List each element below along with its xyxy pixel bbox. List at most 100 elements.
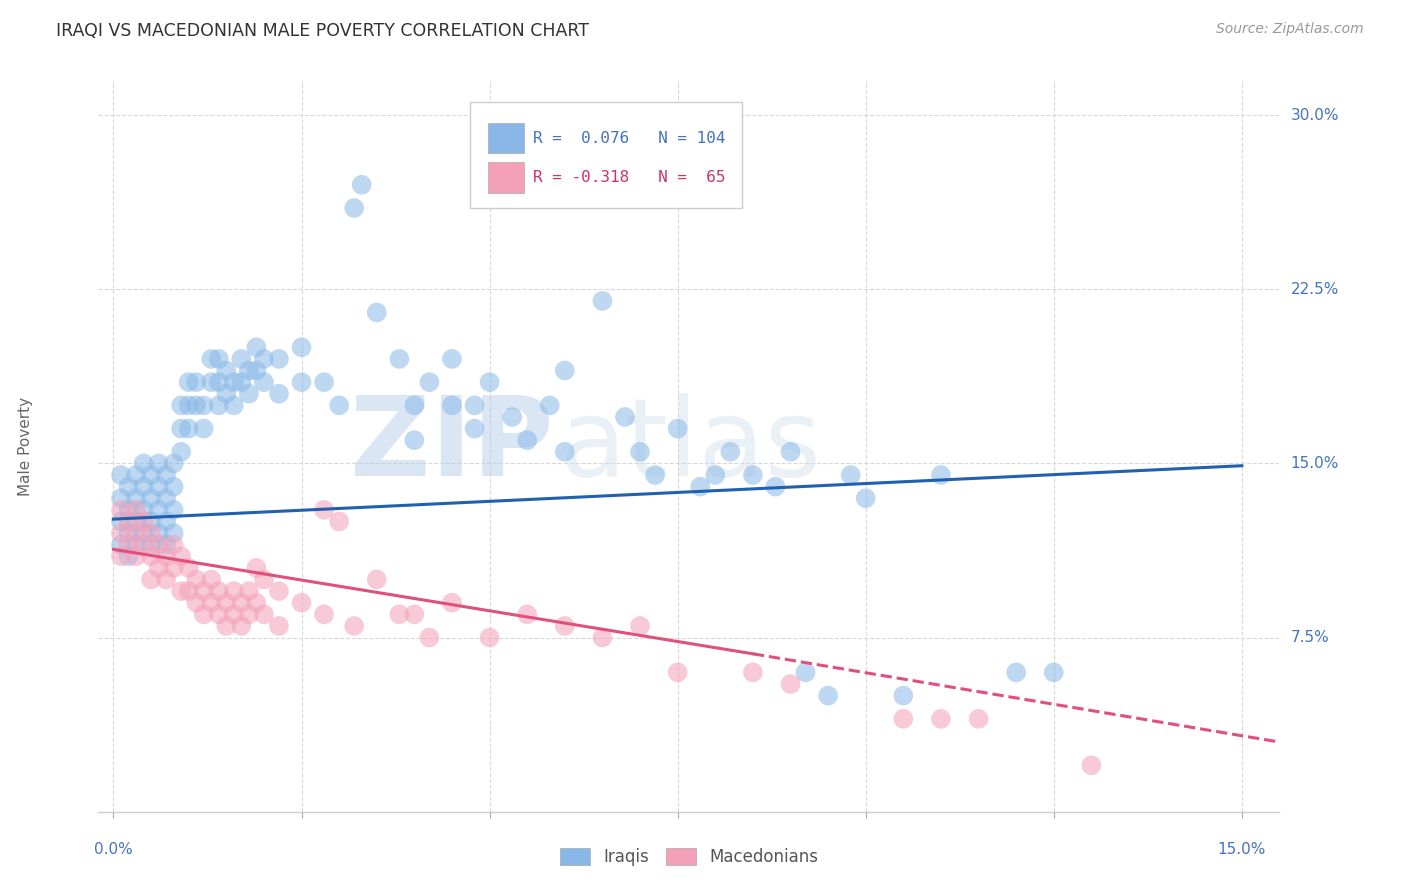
Point — [478, 631, 501, 645]
Point — [155, 515, 177, 529]
Point — [231, 351, 253, 366]
Point — [245, 596, 267, 610]
Point — [1005, 665, 1028, 680]
Text: R =  0.076   N = 104: R = 0.076 N = 104 — [533, 130, 725, 145]
Point — [516, 607, 538, 622]
Point — [215, 619, 238, 633]
Point — [163, 538, 186, 552]
Point — [440, 596, 463, 610]
Point — [125, 526, 148, 541]
Point — [215, 386, 238, 401]
Point — [170, 421, 193, 435]
Point — [418, 631, 440, 645]
Point — [779, 445, 801, 459]
Point — [148, 538, 170, 552]
Point — [464, 398, 486, 412]
Point — [388, 351, 411, 366]
Bar — [488, 162, 523, 193]
Text: ZIP: ZIP — [350, 392, 553, 500]
Point — [222, 398, 245, 412]
Point — [238, 607, 260, 622]
Point — [110, 468, 132, 483]
Point — [208, 375, 231, 389]
Point — [554, 363, 576, 377]
Text: atlas: atlas — [560, 393, 821, 499]
Point — [200, 573, 222, 587]
Point — [139, 515, 162, 529]
Point — [628, 445, 651, 459]
Point — [238, 584, 260, 599]
Point — [779, 677, 801, 691]
Text: 7.5%: 7.5% — [1291, 630, 1329, 645]
Point — [215, 363, 238, 377]
Point — [1080, 758, 1102, 772]
Point — [193, 607, 215, 622]
Point — [155, 573, 177, 587]
Point — [614, 409, 637, 424]
Point — [267, 584, 290, 599]
Point — [117, 515, 139, 529]
Point — [208, 607, 231, 622]
Point — [314, 375, 336, 389]
Point — [238, 363, 260, 377]
Point — [200, 351, 222, 366]
Point — [132, 480, 155, 494]
Point — [125, 538, 148, 552]
Point — [343, 619, 366, 633]
Point — [132, 538, 155, 552]
Point — [177, 398, 200, 412]
Text: 15.0%: 15.0% — [1218, 842, 1265, 857]
Point — [148, 503, 170, 517]
Point — [967, 712, 990, 726]
FancyBboxPatch shape — [471, 103, 742, 209]
Point — [418, 375, 440, 389]
Point — [110, 491, 132, 506]
Point — [148, 526, 170, 541]
Point — [855, 491, 877, 506]
Point — [163, 503, 186, 517]
Point — [222, 607, 245, 622]
Point — [186, 573, 208, 587]
Point — [117, 538, 139, 552]
Point — [222, 375, 245, 389]
Point — [314, 607, 336, 622]
Point — [110, 538, 132, 552]
Point — [628, 619, 651, 633]
Point — [193, 421, 215, 435]
Point — [267, 619, 290, 633]
Point — [388, 607, 411, 622]
Point — [139, 526, 162, 541]
Point — [110, 549, 132, 564]
Point — [186, 375, 208, 389]
Point — [139, 538, 162, 552]
Point — [839, 468, 862, 483]
Point — [110, 503, 132, 517]
Point — [238, 386, 260, 401]
Point — [253, 351, 276, 366]
Point — [538, 398, 561, 412]
Point — [186, 398, 208, 412]
Point — [163, 561, 186, 575]
Point — [170, 584, 193, 599]
Point — [200, 596, 222, 610]
Point — [929, 712, 952, 726]
Point — [591, 293, 613, 308]
Point — [110, 526, 132, 541]
Point — [170, 445, 193, 459]
Point — [125, 503, 148, 517]
Point — [110, 515, 132, 529]
Point — [170, 398, 193, 412]
Point — [817, 689, 839, 703]
Point — [253, 375, 276, 389]
Point — [267, 386, 290, 401]
Text: R = -0.318   N =  65: R = -0.318 N = 65 — [533, 170, 725, 185]
Legend: Iraqis, Macedonians: Iraqis, Macedonians — [553, 841, 825, 873]
Point — [193, 398, 215, 412]
Point — [163, 526, 186, 541]
Text: 22.5%: 22.5% — [1291, 282, 1339, 297]
Point — [132, 457, 155, 471]
Point — [117, 480, 139, 494]
Point — [794, 665, 817, 680]
Point — [139, 573, 162, 587]
Point — [117, 549, 139, 564]
